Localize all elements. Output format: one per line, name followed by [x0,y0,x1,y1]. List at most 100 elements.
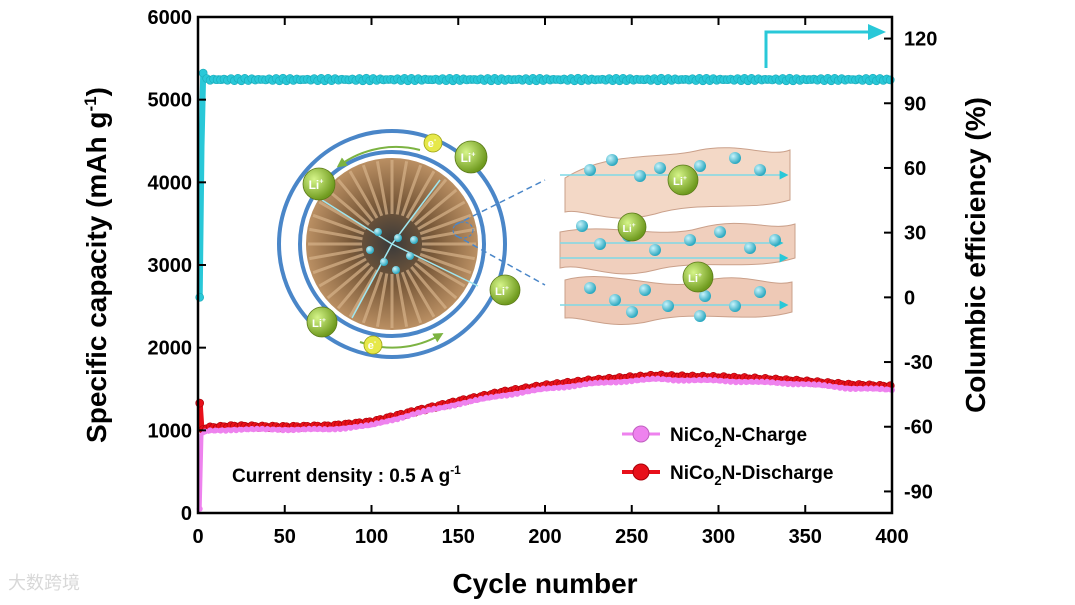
nanosheet-spoke [400,164,423,217]
charge-point [254,425,260,432]
x-tick-label: 0 [192,526,203,548]
charge-point [295,426,302,433]
electron-label: e- [368,339,377,352]
x-tick-label: 50 [274,526,296,548]
ion-dot [714,226,726,238]
charge-point [410,411,417,418]
ion-dot [410,236,418,244]
y-left-tick-label: 4000 [148,172,193,194]
lithium-ion-icon [454,140,488,174]
ion-dot [694,160,706,172]
charge-point [873,385,880,392]
electrode-ring-inner [298,150,486,338]
nanosheet-spoke [417,257,466,288]
charge-point [477,395,484,402]
charge-point [769,379,776,386]
watermark: 大数跨境 [8,573,80,593]
charge-point [571,383,578,390]
charge-point [519,389,526,396]
ion-dot [584,282,596,294]
charge-point [696,376,703,383]
y-left-tick-label: 0 [181,503,192,525]
nanosheet-spoke [326,188,370,226]
charge-point [248,425,255,432]
nanosheet-spoke [421,227,475,241]
charge-point [883,386,890,393]
nanosheet-spoke [318,257,367,288]
charge-point [712,377,718,384]
charge-point [748,378,755,385]
charge-point [498,393,505,399]
charge-point [420,408,427,414]
ion-dot [769,234,781,246]
nanosheet-spoke [361,271,384,324]
charge-point [644,376,651,382]
charge-point [618,379,625,386]
y-left-tick-label: 6000 [148,7,193,29]
charge-point [326,426,333,433]
ion-dot [744,242,756,254]
charge-point [316,425,323,432]
charge-point [602,379,609,386]
charge-point [222,427,229,434]
electron-icon [423,133,443,153]
nanosheet-spoke [400,271,423,324]
nanosheet-spoke [361,164,384,217]
charge-point [524,388,531,395]
inset-illustration: Li+Li+Li+Li+Li+Li+Li+e-e- [277,129,800,359]
charge-point [675,377,682,384]
ion-dot [699,290,711,302]
charge-point [592,379,599,386]
x-tick-label: 150 [442,526,475,548]
charge-point [727,378,734,385]
y-left-tick-label: 2000 [148,338,193,360]
charge-point [404,413,411,420]
charge-point [425,406,432,413]
y-right-tick-label: 90 [904,93,926,115]
charge-point [774,380,781,386]
lithium-ion-icon [667,164,699,196]
ion-dot [729,300,741,312]
legend-label: NiCo2N-Charge [670,425,807,450]
charge-point [415,409,422,416]
charge-point [493,393,500,400]
ion-dot [394,234,402,242]
charge-point [394,416,401,423]
nanosheet-spoke [312,213,365,236]
charge-point [639,376,646,383]
charge-point [863,385,869,392]
charge-point [550,385,557,392]
ion-dot [366,246,374,254]
legend-label: NiCo2N-Discharge [670,463,833,488]
nanosheet-spoke [417,200,466,231]
charge-point [457,401,463,408]
charge-point [311,425,318,432]
charge-point [842,385,849,392]
charge-point [540,385,547,392]
charge-point [228,427,234,434]
x-tick-label: 250 [615,526,648,548]
charge-point [285,427,292,434]
ion-dot [380,258,388,266]
ion-dot [649,244,661,256]
charge-point [280,427,286,434]
current-density-annotation: Current density : 0.5 A g-1 [232,463,461,487]
charge-point [628,378,635,385]
charge-point [743,379,750,386]
charge-point [514,390,521,397]
charge-point [436,405,443,412]
charge-point [431,405,437,412]
y-right-tick-label: 30 [904,223,926,245]
charge-point [816,381,823,388]
charge-point [446,403,453,410]
y-right-axis-label: Columbic efficiency (%) [960,97,991,413]
lithium-ion-icon [617,212,647,242]
charge-point [810,381,817,388]
charge-point [441,404,448,411]
charge-point [347,424,354,431]
charge-point [831,384,838,390]
nanosheet-spoke [336,266,374,310]
ion-dot [754,286,766,298]
lithium-ion-icon [682,261,714,293]
charge-point [581,381,588,388]
